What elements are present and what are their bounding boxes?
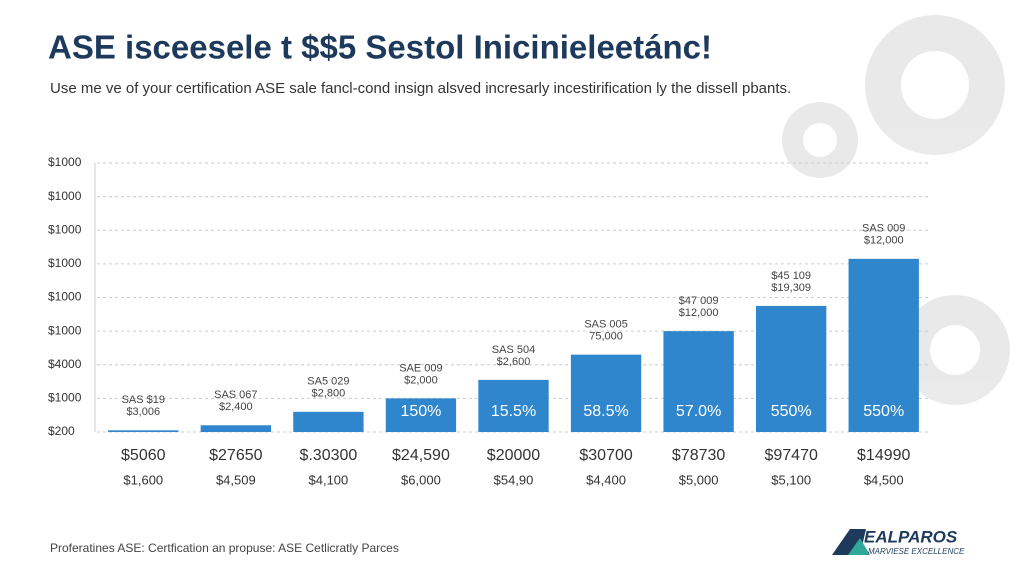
y-tick-label: $4000 (48, 357, 82, 371)
y-tick-label: $1000 (48, 155, 82, 169)
y-tick-label: $1000 (48, 290, 82, 304)
bar-annotation: SAE 009 (399, 362, 442, 374)
bar-annotation: SAS 067 (214, 389, 257, 401)
logo-name: EALPAROS (864, 527, 958, 546)
x-tick-label: $78730 (672, 447, 725, 464)
bar (385, 398, 457, 432)
bar-annotation: $2,600 (497, 356, 531, 368)
chart-subtitle: Use me ve of your certification ASE sale… (50, 80, 791, 97)
x-tick-label: $30700 (579, 447, 632, 464)
bar-annotation: $45 109 (771, 270, 811, 282)
bar-annotation: $47 009 (679, 295, 719, 307)
bar-annotation: $2,400 (219, 401, 253, 413)
y-tick-label: $1000 (48, 256, 82, 270)
bar (200, 425, 272, 432)
bar (293, 411, 364, 432)
y-tick-label: $1000 (48, 189, 82, 203)
bar-label: 57.0% (676, 403, 721, 420)
bar (755, 305, 827, 432)
bar-annotation: $2,000 (404, 374, 438, 386)
bar-annotation: SAS 504 (492, 344, 535, 356)
y-tick-label: $1000 (48, 222, 82, 236)
y-tick-label: $200 (48, 424, 75, 438)
x-tick-label: $20000 (487, 447, 540, 464)
x-tick-label: $27650 (209, 447, 262, 464)
bar-annotation: SAS 005 (584, 319, 627, 331)
bar-label: 150% (400, 403, 441, 420)
bar-annotation: 75,000 (589, 331, 623, 343)
bar-annotation: $3,006 (126, 406, 160, 418)
x-sublabel: $4,100 (309, 472, 349, 487)
bar (663, 331, 734, 432)
bar (478, 379, 549, 432)
bar-annotation: SAS $19 (122, 394, 165, 406)
x-tick-label: $14990 (857, 447, 910, 464)
y-tick-label: $1000 (48, 391, 82, 405)
bar-label: 15.5% (491, 403, 536, 420)
bar-annotation: SA5 029 (307, 376, 349, 388)
bar-label: 58.5% (583, 403, 628, 420)
bar (108, 430, 179, 432)
logo-mark-accent (848, 538, 870, 555)
bar-annotation: $12,000 (679, 307, 719, 319)
bar-label: 550% (771, 403, 812, 420)
x-sublabel: $4,400 (586, 472, 626, 487)
decorative-gears (782, 15, 1010, 405)
bar-annotation: $12,000 (864, 235, 904, 247)
x-sublabel: $54,90 (494, 472, 534, 487)
x-tick-label: $5060 (121, 447, 166, 464)
x-sublabel: $4,509 (216, 472, 256, 487)
chart-title: ASE isceesele t $$5 Sestol Inicinieleetá… (48, 29, 712, 66)
x-sublabel: $6,000 (401, 472, 441, 487)
x-sublabel: $4,500 (864, 472, 904, 487)
bar-annotation: SAS 009 (862, 223, 905, 235)
footer: Proferatines ASE: Certfication an propus… (50, 541, 399, 555)
logo-tagline: MARVIESE EXCELLENCE (868, 547, 965, 556)
y-tick-label: $1000 (48, 323, 82, 337)
x-tick-label: $24,590 (392, 447, 450, 464)
x-tick-label: $97470 (764, 447, 817, 464)
bar-annotation: $19,309 (771, 282, 811, 294)
x-sublabel: $1,600 (123, 472, 163, 487)
x-tick-label: $.30300 (299, 447, 357, 464)
bar-annotation: $2,800 (312, 388, 346, 400)
bar (848, 258, 919, 432)
bar-label: 550% (863, 403, 904, 420)
x-sublabel: $5,000 (679, 472, 719, 487)
bar (570, 354, 642, 432)
x-sublabel: $5,100 (771, 472, 811, 487)
